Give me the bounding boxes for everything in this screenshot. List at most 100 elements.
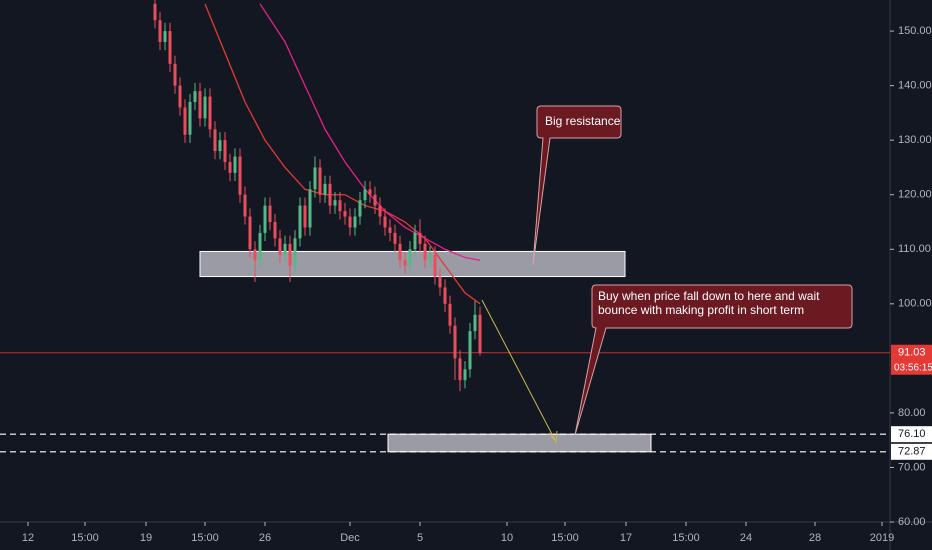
moving-average bbox=[204, 3, 481, 305]
candle-body bbox=[233, 156, 237, 173]
zone bbox=[387, 433, 652, 453]
y-tick-label: 150.00 bbox=[898, 25, 932, 37]
y-tick-label: 140.00 bbox=[898, 80, 932, 92]
candle-body bbox=[283, 243, 287, 255]
candle-body bbox=[378, 205, 382, 217]
arrow-head bbox=[548, 430, 558, 444]
x-tick-label: 28 bbox=[809, 532, 821, 544]
candle-body bbox=[418, 232, 422, 244]
candle-body bbox=[278, 238, 282, 255]
candle-body bbox=[193, 91, 197, 102]
candle-body bbox=[238, 156, 242, 195]
y-tick-label: 120.00 bbox=[898, 189, 932, 201]
candle-body bbox=[323, 183, 327, 195]
level-label-box bbox=[891, 443, 932, 460]
candle-body bbox=[473, 314, 477, 332]
candle-body bbox=[218, 140, 222, 152]
candle-body bbox=[443, 287, 447, 304]
candle-body bbox=[343, 211, 347, 217]
candle-body bbox=[328, 183, 332, 206]
candle-body bbox=[183, 107, 187, 135]
candle-body bbox=[423, 243, 427, 261]
candle-body bbox=[253, 249, 257, 261]
level-label-box bbox=[891, 426, 932, 443]
callout-box bbox=[532, 105, 622, 266]
x-tick-label: 19 bbox=[140, 532, 152, 544]
y-tick-label: 130.00 bbox=[898, 134, 932, 146]
candle-body bbox=[458, 358, 462, 381]
candle-body bbox=[353, 216, 357, 228]
candle-body bbox=[178, 85, 182, 108]
candle-body bbox=[303, 205, 307, 228]
candle-body bbox=[243, 194, 247, 217]
arrow-line bbox=[481, 299, 556, 441]
level-label: 76.10 bbox=[898, 428, 926, 440]
candle-body bbox=[228, 162, 232, 173]
candle-body bbox=[163, 31, 167, 42]
x-tick-label: 15:00 bbox=[191, 532, 219, 544]
candle-body bbox=[398, 243, 402, 261]
candle-body bbox=[368, 189, 372, 195]
candle-body bbox=[463, 369, 467, 381]
candle-body bbox=[168, 31, 172, 64]
x-tick-label: 24 bbox=[740, 532, 752, 544]
price-label-box bbox=[891, 344, 932, 375]
candle-body bbox=[188, 102, 192, 135]
candle-body bbox=[318, 167, 322, 195]
y-tick-label: 80.00 bbox=[898, 407, 926, 419]
candle-body bbox=[433, 254, 437, 277]
callout-text-box: Buy when price fall down to here and wai… bbox=[598, 289, 820, 317]
zone bbox=[199, 250, 626, 278]
candle-body bbox=[153, 3, 157, 21]
candle-body bbox=[438, 276, 442, 288]
x-tick-label: 10 bbox=[501, 532, 513, 544]
candle-body bbox=[308, 189, 312, 228]
level-label: 72.87 bbox=[898, 446, 926, 458]
candle-body bbox=[268, 205, 272, 222]
y-tick-label: 100.00 bbox=[898, 298, 932, 310]
candle-body bbox=[223, 140, 227, 162]
y-tick-label: 110.00 bbox=[898, 243, 931, 255]
x-tick-label: 17 bbox=[620, 532, 632, 544]
candle-body bbox=[428, 254, 432, 261]
x-tick-label: 15:00 bbox=[672, 532, 700, 544]
candle-body bbox=[338, 200, 342, 212]
candle-body bbox=[453, 325, 457, 359]
candle-body bbox=[448, 303, 452, 326]
candle-body bbox=[333, 200, 337, 206]
candle-body bbox=[348, 216, 352, 228]
callout-text: Big resistance bbox=[545, 114, 621, 128]
candle-body bbox=[273, 222, 277, 239]
x-tick-label: 15:00 bbox=[551, 532, 579, 544]
candle-body bbox=[198, 91, 202, 119]
candle-body bbox=[173, 63, 177, 86]
candle-body bbox=[408, 249, 412, 266]
candle-body bbox=[373, 194, 377, 206]
y-tick-label: 70.00 bbox=[898, 461, 926, 473]
callout-text: Buy when price fall down to here and wai… bbox=[598, 289, 820, 317]
candle-body bbox=[388, 227, 392, 233]
candle-body bbox=[313, 167, 317, 190]
candle-body bbox=[358, 200, 362, 217]
candle-body bbox=[393, 232, 397, 244]
candle-body bbox=[258, 232, 262, 261]
candle-body bbox=[383, 216, 387, 228]
price-label: 91.03 bbox=[898, 347, 926, 359]
callout-box bbox=[574, 284, 853, 436]
x-tick-label: 26 bbox=[259, 532, 271, 544]
y-tick-label: 60.00 bbox=[898, 516, 926, 528]
candle-body bbox=[213, 129, 217, 152]
candle-body bbox=[468, 331, 472, 370]
candle-body bbox=[263, 205, 267, 233]
candle-body bbox=[478, 314, 482, 353]
candle-body bbox=[208, 96, 212, 130]
x-tick-label: 15:00 bbox=[71, 532, 99, 544]
x-tick-label: Dec bbox=[340, 532, 360, 544]
candle-body bbox=[363, 189, 367, 201]
countdown-label: 03:56:15 bbox=[894, 362, 932, 373]
candle-body bbox=[403, 260, 407, 266]
candle-body bbox=[203, 96, 207, 119]
x-tick-label: 12 bbox=[22, 532, 34, 544]
